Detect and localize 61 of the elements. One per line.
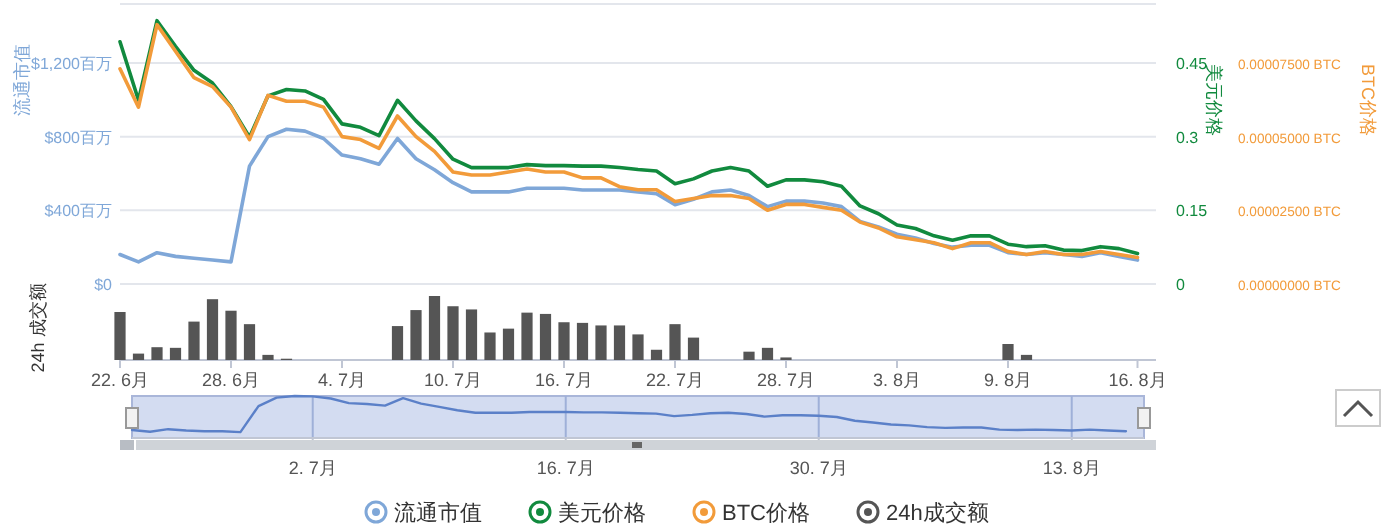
bar <box>151 347 163 360</box>
bar <box>410 310 422 360</box>
x-tick-label: 16. 7月 <box>536 458 595 478</box>
bar <box>447 306 459 360</box>
bar <box>576 322 589 360</box>
bar <box>743 351 755 360</box>
x-tick-label: 22. 6月 <box>90 370 150 390</box>
y-axis-title: 24h 成交额 <box>28 283 48 373</box>
x-tick-label: 22. 7月 <box>645 370 705 390</box>
legend-label: 美元价格 <box>558 500 646 526</box>
bar <box>521 312 533 360</box>
y2-tick-label: 0.15 <box>1176 202 1209 221</box>
bar <box>114 312 126 360</box>
bar <box>558 322 570 360</box>
bar <box>650 349 663 360</box>
legend-label: BTC价格 <box>722 502 810 526</box>
bar <box>132 353 145 360</box>
y-tick-label: $800百万 <box>44 128 112 147</box>
bar <box>225 310 237 360</box>
y3-axis-title: BTC价格 <box>1358 64 1378 136</box>
bar <box>169 347 182 360</box>
bar <box>206 299 219 360</box>
bar <box>632 334 644 360</box>
bar <box>465 309 478 360</box>
bar <box>262 354 274 360</box>
legend-label: 24h成交额 <box>886 500 989 526</box>
bar <box>484 332 496 360</box>
bar <box>761 347 774 360</box>
y2-tick-label: 0 <box>1176 276 1186 294</box>
bar <box>428 296 441 360</box>
y2-tick-label: 0.45 <box>1176 54 1209 73</box>
x-tick-label: 3. 8月 <box>872 370 922 390</box>
bar <box>669 324 681 360</box>
x-tick-label: 16. 7月 <box>534 370 594 390</box>
y2-axis-title: 美元价格 <box>1204 64 1224 136</box>
x-tick-label: 16. 8月 <box>1108 370 1167 390</box>
y-tick-label: $0 <box>94 276 114 294</box>
line-series <box>118 127 1140 264</box>
bar <box>1002 344 1014 360</box>
y-tick-label: $1,200百万 <box>31 54 112 73</box>
bar <box>539 313 552 360</box>
x-tick-label: 30. 7月 <box>789 458 848 478</box>
x-tick-label: 2. 7月 <box>288 458 337 478</box>
y-axis-title: 流通市值 <box>12 44 32 116</box>
bar <box>188 321 200 360</box>
x-tick-label: 13. 8月 <box>1042 458 1101 478</box>
bar <box>687 337 700 360</box>
x-tick-label: 28. 6月 <box>201 370 261 390</box>
x-tick-label: 9. 8月 <box>983 370 1033 390</box>
bar <box>595 325 607 360</box>
y2-tick-label: 0.3 <box>1176 128 1200 147</box>
bar <box>391 326 404 360</box>
bar <box>502 328 515 360</box>
bar <box>1020 354 1033 360</box>
bar <box>613 325 626 360</box>
bar <box>243 324 256 360</box>
y-tick-label: $400百万 <box>44 202 112 221</box>
x-tick-label: 10. 7月 <box>423 370 483 390</box>
x-tick-label: 28. 7月 <box>756 370 816 390</box>
legend-label: 流通市值 <box>394 500 482 526</box>
x-tick-label: 4. 7月 <box>317 370 367 390</box>
